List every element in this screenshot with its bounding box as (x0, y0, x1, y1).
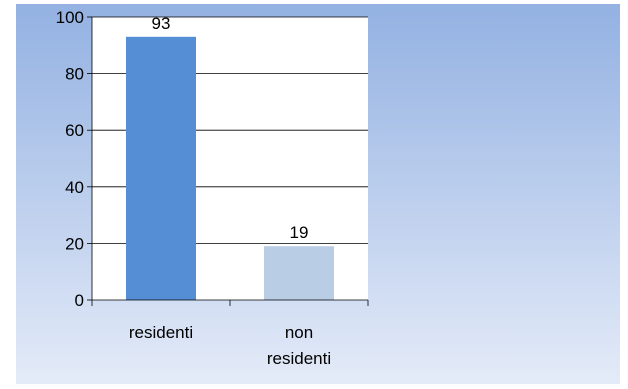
bars (126, 36, 334, 301)
bar (126, 36, 196, 301)
x-tick-label: non (285, 323, 313, 342)
bar (264, 246, 334, 300)
labels: 0 20 40 60 80 100 93 residenti 19 non residenti (56, 8, 332, 368)
x-tick-label: residenti (129, 323, 193, 342)
y-tick-label: 60 (65, 121, 84, 140)
y-tick-label: 80 (65, 65, 84, 84)
y-tick-label: 40 (65, 178, 84, 197)
y-tick-label: 0 (75, 291, 84, 310)
y-tick-label: 100 (56, 8, 84, 27)
axes (87, 16, 369, 306)
data-label: 19 (290, 223, 309, 242)
data-label: 93 (152, 14, 171, 33)
y-tick-label: 20 (65, 234, 84, 253)
bar-chart: 0 20 40 60 80 100 93 residenti 19 non residenti (16, 4, 620, 384)
x-tick-label: residenti (267, 349, 331, 368)
chart-container: 0 20 40 60 80 100 93 residenti 19 non residenti (16, 4, 620, 384)
